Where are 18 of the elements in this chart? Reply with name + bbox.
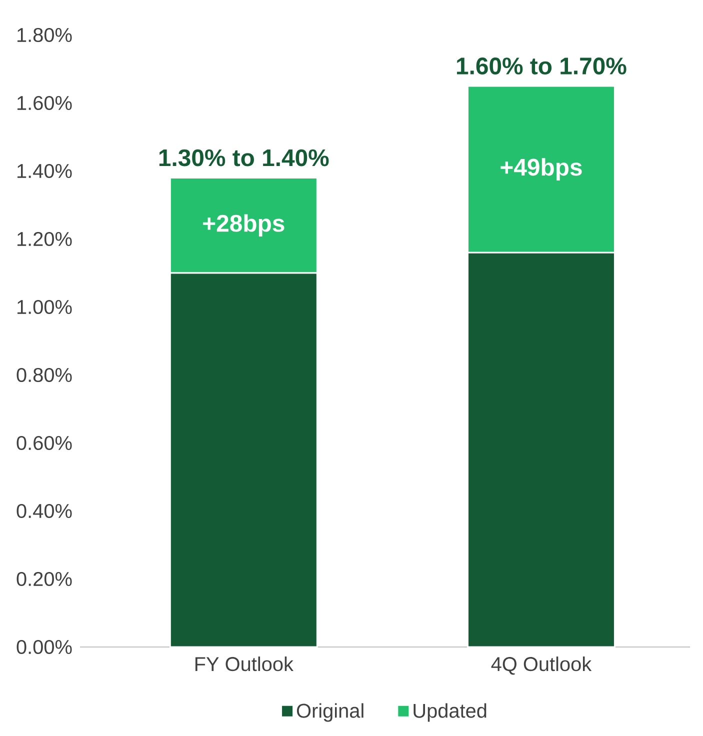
annotation: +49bps [500, 158, 582, 180]
y-tick-label: 0.40% [16, 504, 72, 518]
total-label: 1.60% to 1.70% [457, 58, 626, 74]
x-tick-label: FY Outlook [195, 656, 294, 672]
y-tick-label: 1.20% [18, 232, 72, 246]
y-tick-label: 1.00% [18, 300, 72, 314]
y-tick-label: 0.80% [16, 368, 72, 382]
y-tick-label: 0.00% [16, 640, 72, 654]
legend-label: Updated [414, 703, 486, 722]
y-tick-label: 1.80% [18, 28, 72, 42]
total-label: 1.30% to 1.40% [159, 149, 329, 166]
y-tick-label: 0.20% [16, 572, 72, 586]
annotation: +28bps [203, 214, 284, 237]
legend-label: Original [296, 703, 364, 722]
y-tick-label: 0.60% [16, 436, 72, 450]
x-tick-label: 4Q Outlook [491, 656, 592, 675]
y-tick-label: 1.60% [18, 96, 72, 110]
y-tick-label: 1.40% [18, 164, 72, 178]
